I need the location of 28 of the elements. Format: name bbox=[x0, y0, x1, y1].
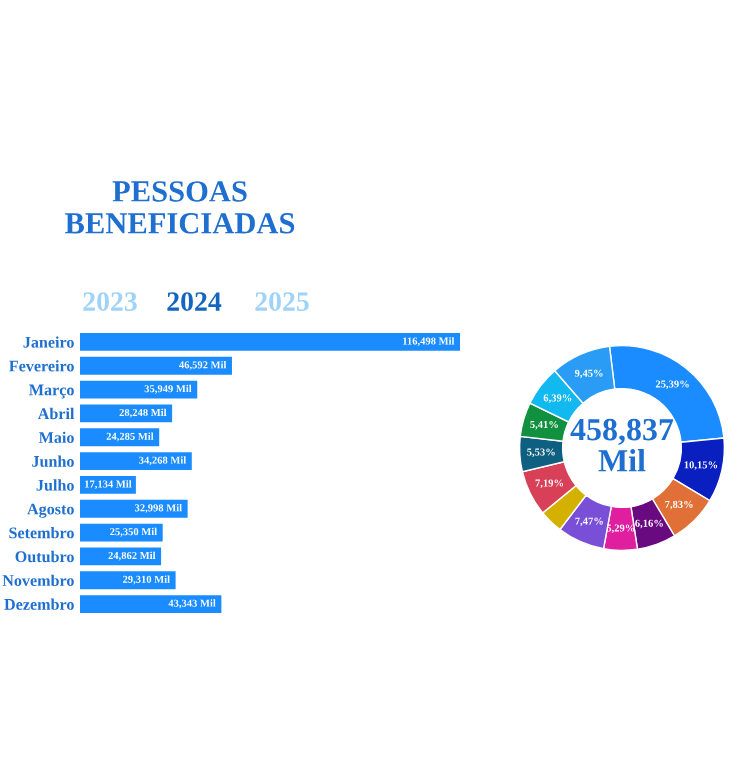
y-tick-label: Maio bbox=[38, 431, 74, 443]
bar bbox=[80, 452, 192, 471]
y-tick-label: Agosto bbox=[27, 503, 74, 518]
y-tick-label: Fevereiro bbox=[9, 360, 74, 372]
y-tick-label: Novembro bbox=[2, 574, 74, 586]
text: 2025 bbox=[255, 292, 309, 311]
bar bbox=[80, 332, 460, 351]
y-tick-label: Janeiro bbox=[23, 336, 74, 348]
text: 2024 bbox=[167, 292, 222, 311]
y-tick-label: Junho bbox=[32, 455, 74, 467]
bar bbox=[80, 547, 162, 566]
text: 458,837 Mil bbox=[570, 418, 674, 472]
bar bbox=[80, 571, 176, 590]
bar bbox=[80, 428, 160, 447]
y-tick-label: Outubro bbox=[15, 550, 74, 563]
y-tick-label: Abril bbox=[37, 407, 75, 420]
text: 2023 bbox=[83, 292, 137, 311]
bar bbox=[80, 380, 198, 399]
y-tick-label: Dezembro bbox=[4, 598, 74, 610]
y-tick-label: Julho bbox=[36, 479, 74, 491]
bar bbox=[80, 356, 232, 375]
bar bbox=[80, 523, 163, 542]
y-tick-label: Março bbox=[29, 384, 74, 399]
bar bbox=[80, 404, 173, 423]
bar bbox=[80, 595, 222, 614]
bar bbox=[80, 499, 188, 518]
chart-title: PESSOAS BENEFICIADAS bbox=[65, 181, 295, 234]
y-tick-label: Setembro bbox=[9, 526, 74, 539]
